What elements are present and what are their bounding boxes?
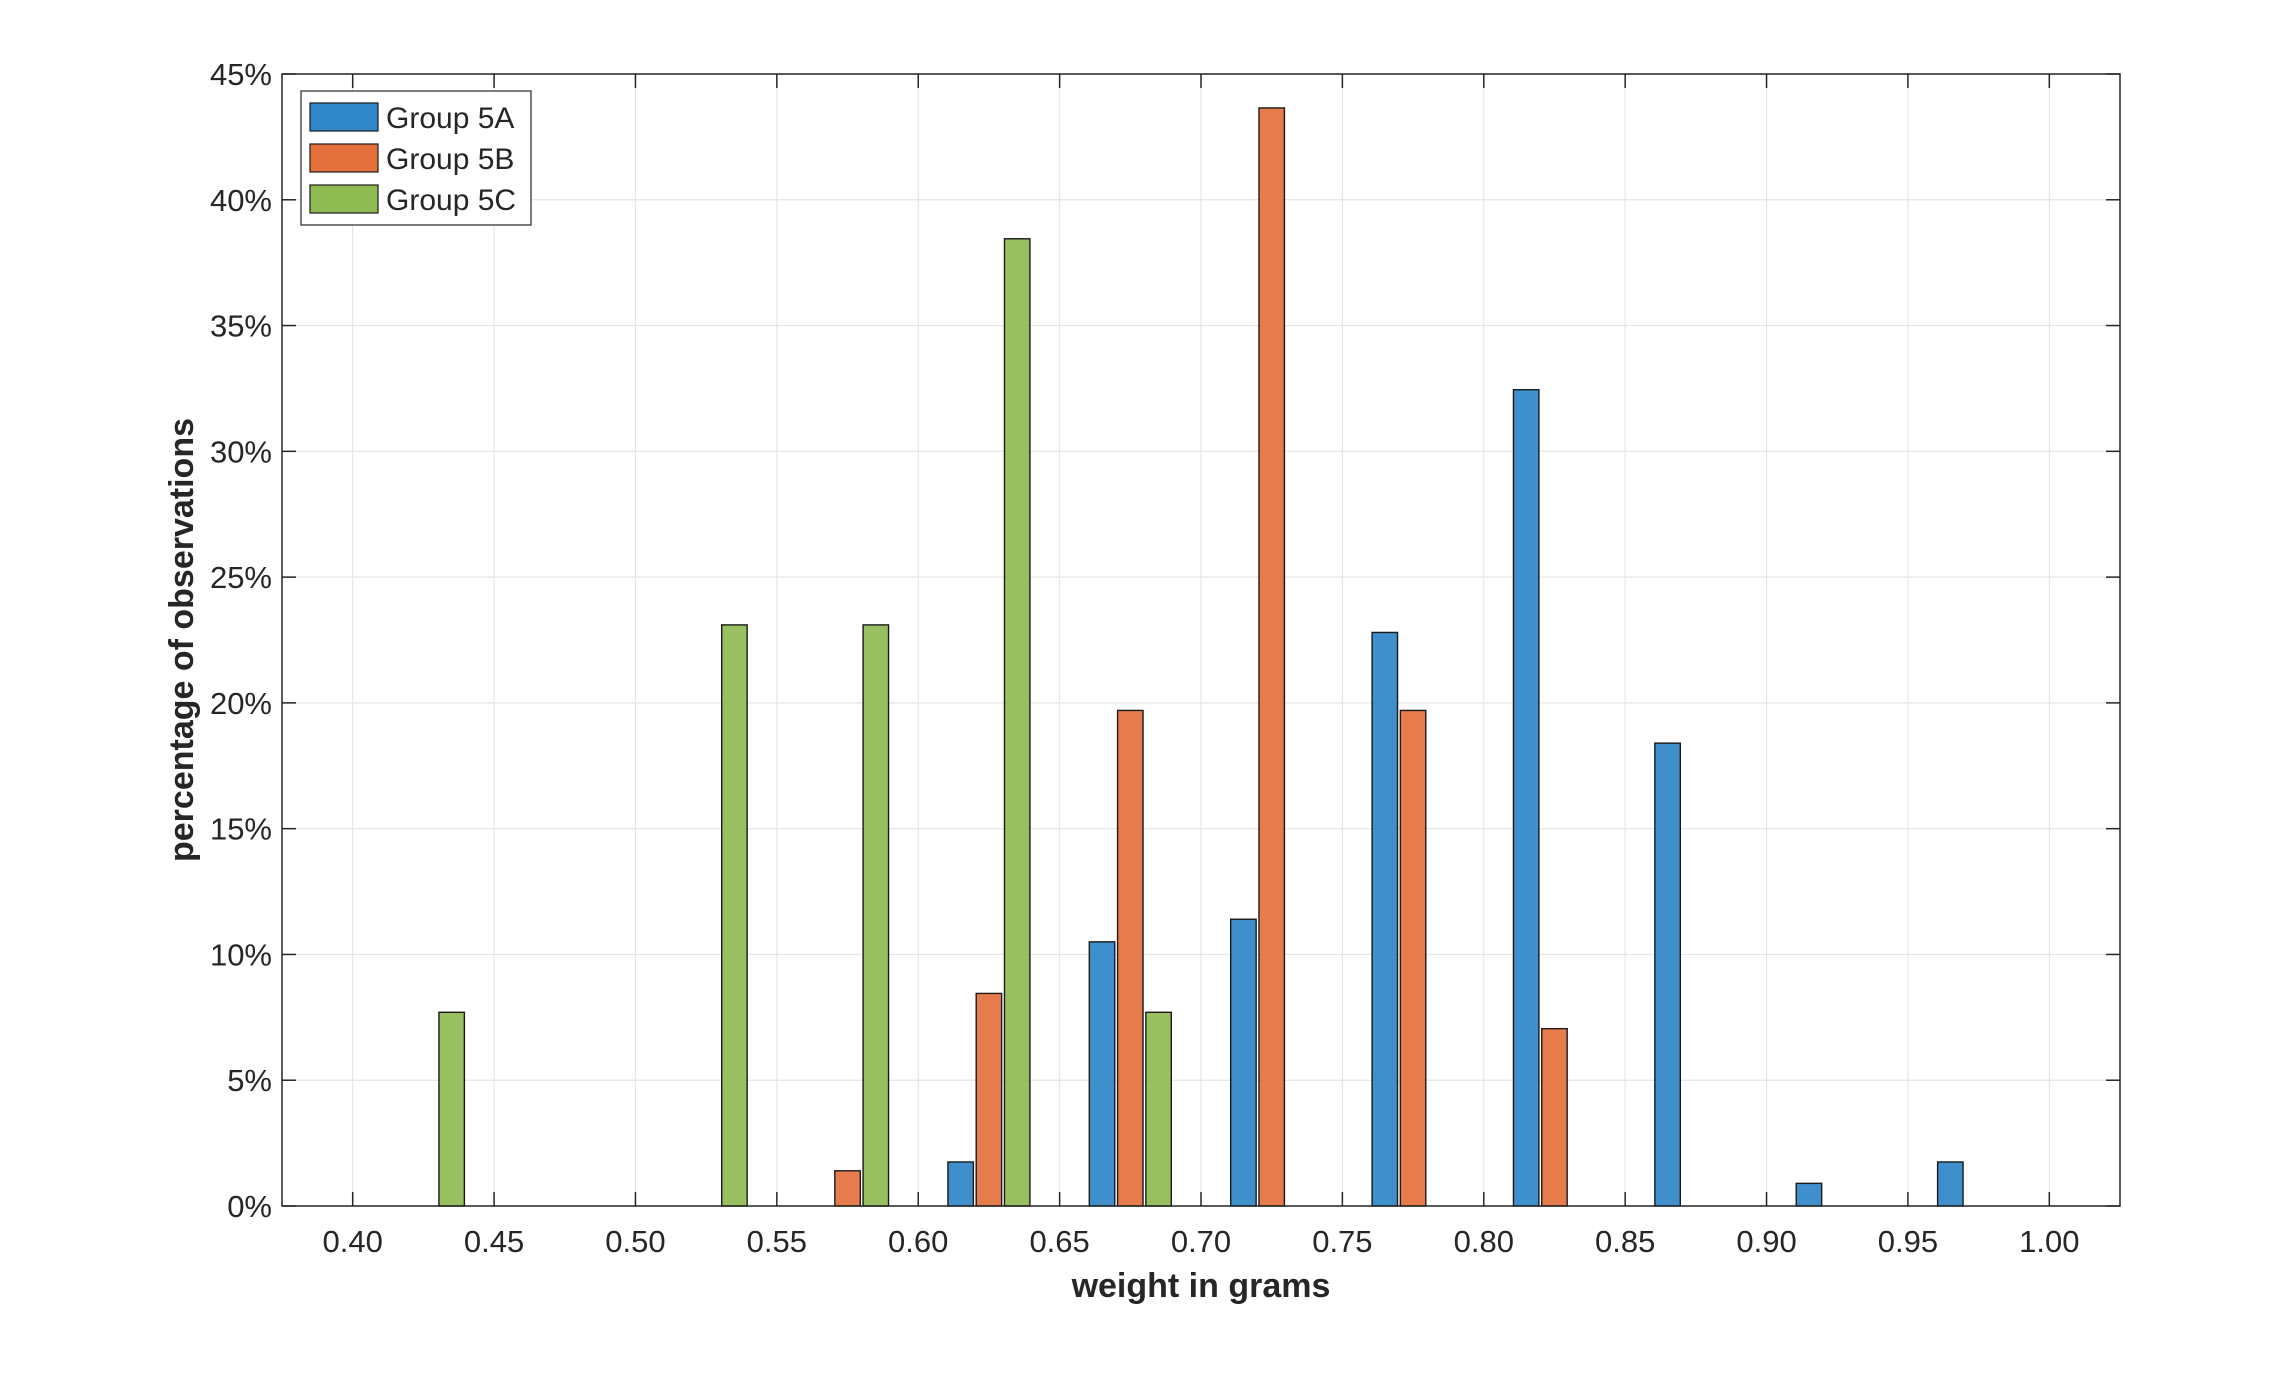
legend-swatch xyxy=(309,184,379,214)
x-tick-label: 0.95 xyxy=(1878,1224,1938,1259)
y-tick-label: 45% xyxy=(210,57,272,92)
bar-group-5b xyxy=(1116,709,1144,1207)
y-tick-labels: 0% 5% 10% 15% 20% 25% 30% 35% 40% 45% xyxy=(210,57,272,1224)
legend-swatch xyxy=(309,102,379,132)
bar-group-5a xyxy=(1936,1161,1964,1207)
x-tick-label: 0.65 xyxy=(1029,1224,1089,1259)
y-axis-title: percentage of observations xyxy=(163,418,201,862)
bar-group-5c xyxy=(1145,1011,1173,1207)
x-axis-title: weight in grams xyxy=(1071,1267,1331,1305)
bar-group-5c xyxy=(721,624,748,1207)
legend-label: Group 5B xyxy=(386,143,514,176)
y-tick-label: 10% xyxy=(210,937,272,972)
bar-group-5a xyxy=(1512,389,1540,1207)
bar-group-5a xyxy=(1371,631,1399,1207)
bars-group xyxy=(438,107,1964,1207)
bar-group-5c xyxy=(862,624,890,1207)
y-tick-label: 25% xyxy=(210,560,272,595)
bar-group-5c xyxy=(1003,238,1031,1207)
y-tick-label: 15% xyxy=(210,812,272,847)
bar-group-5c xyxy=(438,1011,466,1207)
bar-group-5a xyxy=(1088,941,1116,1207)
axis-ticks xyxy=(282,73,2120,1207)
bar-group-5b xyxy=(1541,1027,1568,1207)
bar-group-5b xyxy=(834,1170,861,1207)
x-tick-label: 0.60 xyxy=(888,1224,948,1259)
bar-group-5b xyxy=(1399,709,1427,1207)
y-tick-label: 35% xyxy=(210,309,272,344)
y-tick-label: 30% xyxy=(210,434,272,469)
x-tick-labels: 0.40 0.45 0.50 0.55 0.60 0.65 0.70 0.75 0.80 0.85… xyxy=(323,1224,2080,1259)
y-tick-label: 5% xyxy=(227,1063,272,1098)
x-tick-label: 0.85 xyxy=(1595,1224,1655,1259)
x-tick-label: 0.50 xyxy=(605,1224,665,1259)
bar-group-5b xyxy=(975,992,1003,1207)
x-tick-label: 0.80 xyxy=(1454,1224,1514,1259)
bar-group-5a xyxy=(1795,1182,1823,1207)
x-tick-label: 0.90 xyxy=(1736,1224,1796,1259)
x-tick-label: 0.45 xyxy=(464,1224,524,1259)
y-tick-label: 40% xyxy=(210,183,272,218)
x-tick-label: 1.00 xyxy=(2019,1224,2079,1259)
x-tick-label: 0.55 xyxy=(747,1224,807,1259)
legend: Group 5A Group 5B Group 5C xyxy=(300,90,532,226)
bar-group-5b xyxy=(1258,107,1286,1207)
x-tick-label: 0.75 xyxy=(1312,1224,1372,1259)
x-tick-label: 0.40 xyxy=(323,1224,383,1259)
bar-group-5a xyxy=(1654,742,1681,1207)
y-tick-label: 20% xyxy=(210,686,272,721)
x-tick-label: 0.70 xyxy=(1171,1224,1231,1259)
bar-group-5a xyxy=(1229,918,1257,1207)
legend-swatch xyxy=(309,143,379,173)
legend-label: Group 5C xyxy=(386,184,516,217)
legend-label: Group 5A xyxy=(386,102,514,135)
bar-group-5a xyxy=(947,1161,975,1207)
y-tick-label: 0% xyxy=(227,1189,272,1224)
grid-lines xyxy=(282,73,2120,1207)
